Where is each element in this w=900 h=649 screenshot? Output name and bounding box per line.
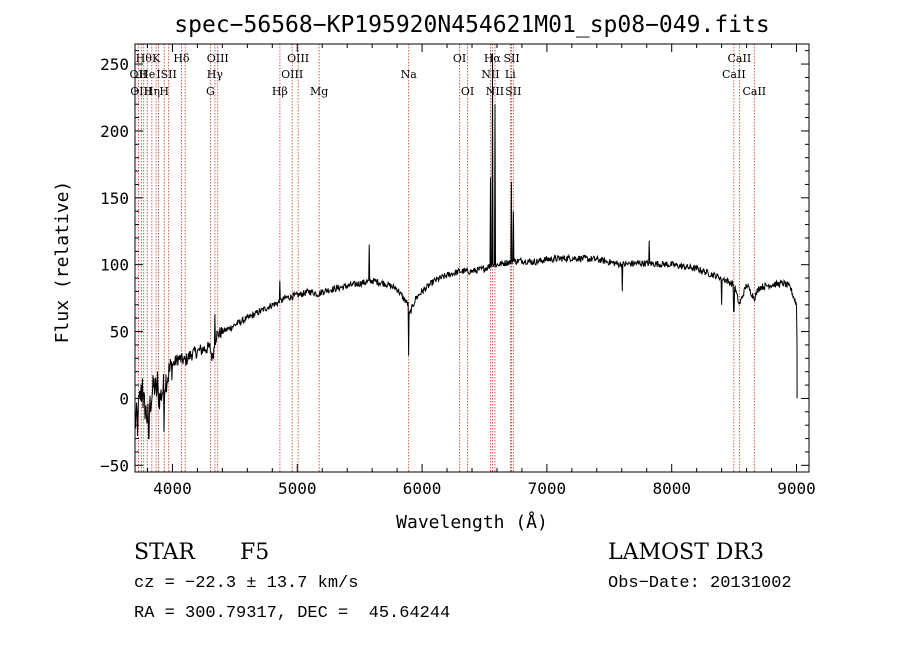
line-marker-label: NII: [481, 68, 499, 81]
survey-name: LAMOST DR3: [608, 540, 764, 565]
line-marker-label: K: [152, 52, 161, 65]
line-marker-label: Li: [505, 68, 516, 81]
line-marker-label: I: [156, 68, 160, 81]
line-marker-label: He: [139, 68, 155, 81]
line-marker-label: SII: [505, 85, 521, 98]
line-marker-label: Hβ: [272, 85, 288, 98]
x-tick-label: 5000: [278, 479, 317, 498]
line-marker-label: H: [159, 85, 169, 98]
y-axis-ticks: −50 0 50 100 150 200 250: [100, 50, 809, 475]
x-tick-label: 7000: [528, 479, 567, 498]
y-tick-label: 50: [110, 323, 129, 342]
line-marker-label: Hη: [144, 85, 160, 98]
x-tick-label: 6000: [403, 479, 442, 498]
line-marker-label: Mg: [310, 85, 328, 98]
line-marker-label: OIII: [130, 85, 152, 98]
line-marker-label: CaII: [722, 68, 746, 81]
x-tick-label: 8000: [652, 479, 691, 498]
y-tick-label: 0: [119, 389, 129, 408]
spectrum-line: [134, 53, 798, 440]
x-tick-label: 4000: [153, 479, 192, 498]
line-marker-label: Hθ: [136, 52, 153, 65]
line-marker-label: OIII: [281, 68, 303, 81]
line-marker-label: SII: [161, 68, 177, 81]
line-marker-label: Hγ: [207, 68, 224, 81]
line-marker-label: CaII: [742, 85, 766, 98]
line-marker-label: SII: [503, 52, 519, 65]
line-markers: [137, 44, 755, 472]
line-marker-labels: OII OIII Hθ He Hη KIH SII Hδ G Hγ OIII Hβ OIII OIII Mg…: [130, 52, 767, 98]
x-axis-label: Wavelength (Å): [396, 511, 548, 533]
coordinates: RA = 300.79317, DEC = 45.64244: [134, 604, 451, 623]
x-tick-label: 9000: [777, 479, 816, 498]
line-marker-label: Hδ: [173, 52, 190, 65]
y-tick-label: −50: [100, 456, 129, 475]
spectral-subclass: F5: [240, 540, 270, 565]
line-marker-label: G: [206, 85, 215, 98]
line-marker-label: NII: [486, 85, 504, 98]
y-tick-label: 100: [100, 256, 129, 275]
line-marker-label: OI: [453, 52, 466, 65]
line-marker-label: OIII: [207, 52, 229, 65]
x-axis-ticks: 4000 5000 6000 7000 8000 9000: [146, 44, 816, 498]
line-marker-label: Na: [401, 68, 418, 81]
line-marker-label: CaII: [728, 52, 752, 65]
line-marker-label: OI: [461, 85, 474, 98]
plot-frame: [134, 43, 810, 473]
chart-title: spec−56568−KP195920N454621M01_sp08−049.f…: [174, 12, 769, 38]
line-marker-label: OIII: [287, 52, 309, 65]
y-axis-label: Flux (relative): [52, 181, 73, 344]
y-tick-label: 150: [100, 189, 129, 208]
redshift-velocity: cz = −22.3 ± 13.7 km/s: [134, 574, 359, 593]
object-class: STAR: [134, 540, 195, 565]
y-tick-label: 200: [100, 122, 129, 141]
line-marker-label: OII: [130, 68, 148, 81]
y-tick-label: 250: [100, 55, 129, 74]
observation-date: Obs−Date: 20131002: [608, 574, 792, 593]
